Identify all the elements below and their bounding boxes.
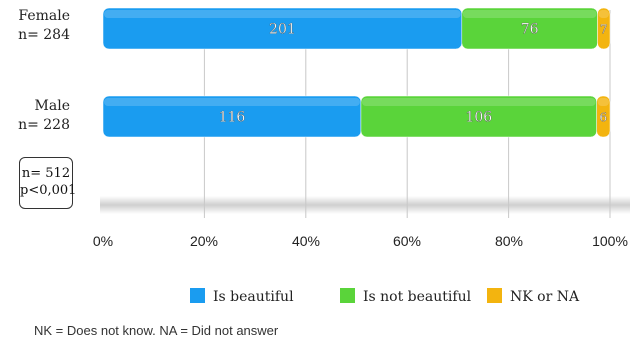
data-label-male-is-beautiful: 116	[219, 110, 246, 126]
bar-highlight	[462, 10, 597, 18]
plot-floor	[100, 196, 630, 214]
legend-swatch-nk-or-na	[487, 288, 502, 303]
annotation-p-value: p<0,001	[20, 183, 77, 198]
bar-highlight	[598, 10, 609, 18]
bar-highlight	[597, 98, 609, 106]
category-name-female: Female	[18, 8, 70, 24]
x-tick-label: 0%	[92, 233, 114, 249]
category-label-female: Female n= 284	[0, 7, 70, 45]
legend-label-nk-or-na: NK or NA	[510, 289, 580, 305]
bar-highlight	[104, 10, 461, 18]
data-label-male-nk-or-na: 6	[600, 111, 608, 125]
legend-label-is-beautiful: Is beautiful	[213, 289, 294, 305]
x-tick-label: 60%	[392, 233, 422, 249]
category-count-male: n= 228	[18, 117, 70, 133]
x-tick-label: 40%	[291, 233, 321, 249]
category-name-male: Male	[34, 98, 70, 114]
annotation-total-n: n= 512	[21, 166, 71, 181]
bar-female-nk-or-na	[597, 7, 611, 50]
x-tick-label: 20%	[189, 233, 219, 249]
footnote: NK = Does not know. NA = Did not answer	[34, 323, 279, 338]
significance-annotation: n= 512 p<0,001	[19, 157, 77, 209]
legend-label-is-not-beautiful: Is not beautiful	[363, 289, 472, 305]
data-label-female-nk-or-na: 7	[600, 23, 608, 37]
category-label-male: Male n= 228	[0, 97, 70, 135]
legend-swatch-is-beautiful	[190, 288, 205, 303]
data-label-female-is-not-beautiful: 76	[521, 22, 539, 38]
bar-highlight	[361, 98, 596, 106]
x-tick-label: 80%	[494, 233, 524, 249]
x-tick-label: 100%	[592, 233, 628, 249]
legend-item-nk-or-na: NK or NA	[487, 288, 579, 306]
legend-item-is-not-beautiful: Is not beautiful	[340, 288, 471, 306]
legend-swatch-is-not-beautiful	[340, 288, 355, 303]
bar-male-nk-or-na	[596, 95, 611, 138]
category-count-female: n= 284	[18, 27, 70, 43]
data-label-female-is-beautiful: 201	[269, 22, 296, 38]
bar-highlight	[104, 98, 360, 106]
legend-item-is-beautiful: Is beautiful	[190, 288, 294, 306]
data-label-male-is-not-beautiful: 106	[465, 110, 492, 126]
